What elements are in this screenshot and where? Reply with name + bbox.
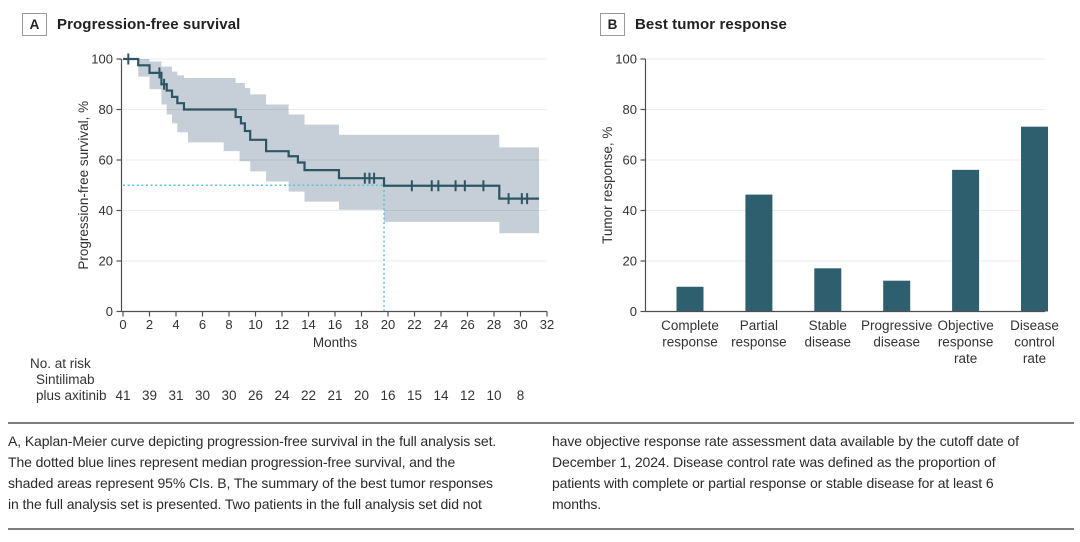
km-y-tick-label: 60 [99, 153, 113, 168]
km-x-tick-label: 14 [301, 317, 315, 332]
bar-y-tick-label: 40 [623, 203, 637, 218]
caption-top-rule [8, 422, 1074, 424]
bar-category-label: Partial response [731, 318, 787, 350]
caption-right-column: have objective response rate assessment … [552, 431, 1019, 515]
at-risk-group-line: Sintilimab [36, 372, 95, 387]
km-x-tick-label: 26 [460, 317, 474, 332]
km-y-tick-label: 100 [91, 52, 113, 67]
at-risk-value: 21 [327, 388, 342, 403]
bar-2 [745, 194, 773, 312]
caption-line: A, Kaplan-Meier curve depicting progress… [8, 433, 497, 449]
at-risk-value: 24 [274, 388, 290, 403]
caption-line: shaded areas represent 95% CIs. B, The s… [8, 475, 493, 491]
caption-bottom-rule [8, 528, 1074, 530]
bar-y-tick-label: 80 [623, 102, 637, 117]
bar-y-tick-label: 20 [623, 254, 637, 269]
km-x-tick-label: 10 [248, 317, 262, 332]
at-risk-value: 14 [433, 388, 449, 403]
caption-line: The dotted blue lines represent median p… [8, 454, 456, 470]
km-ci-band [123, 59, 540, 234]
km-x-tick-label: 8 [225, 317, 232, 332]
bar-category-label: Disease control rate [1010, 318, 1059, 366]
at-risk-value: 41 [115, 388, 130, 403]
km-x-tick-label: 16 [328, 317, 342, 332]
panel-a-title: Progression-free survival [57, 16, 241, 33]
bar-5 [952, 169, 980, 312]
bar-category-label: Progressive disease [861, 318, 932, 350]
at-risk-value: 15 [407, 388, 422, 403]
at-risk-value: 31 [168, 388, 183, 403]
bar-1 [676, 286, 704, 312]
caption-line: have objective response rate assessment … [552, 433, 1019, 449]
km-y-tick-label: 0 [106, 304, 113, 319]
at-risk-value: 20 [354, 388, 369, 403]
at-risk-value: 26 [248, 388, 263, 403]
km-x-tick-label: 4 [172, 317, 179, 332]
at-risk-value: 22 [301, 388, 316, 403]
at-risk-header: No. at risk [30, 356, 91, 371]
bar-y-tick-label: 100 [615, 52, 637, 67]
km-survival-curve [123, 57, 540, 200]
at-risk-value: 16 [380, 388, 395, 403]
km-x-tick-label: 32 [540, 317, 554, 332]
at-risk-value: 30 [221, 388, 236, 403]
panel-b-label-box: B [600, 13, 625, 36]
at-risk-value: 12 [460, 388, 475, 403]
bar-category-label: Objective response rate [937, 318, 993, 366]
bar-4 [883, 280, 911, 312]
panel-b-header: B Best tumor response [600, 13, 787, 36]
km-x-tick-label: 18 [354, 317, 368, 332]
at-risk-value: 30 [195, 388, 210, 403]
km-x-tick-label: 28 [487, 317, 501, 332]
at-risk-value: 10 [486, 388, 501, 403]
bar-6 [1021, 126, 1048, 312]
km-x-axis-label: Months [313, 335, 358, 350]
panel-b-title: Best tumor response [635, 16, 787, 33]
caption-left-column: A, Kaplan-Meier curve depicting progress… [8, 431, 496, 515]
bar-y-tick-label: 60 [623, 153, 637, 168]
bar-category-label: Complete response [661, 318, 719, 350]
at-risk-group-line: plus axitinib [36, 388, 107, 403]
bar-y-tick-label: 0 [630, 304, 637, 319]
panel-a-header: A Progression-free survival [22, 13, 240, 36]
caption-line: patients with complete or partial respon… [552, 475, 994, 491]
km-x-tick-label: 22 [407, 317, 421, 332]
caption-line: in the full analysis set is presented. T… [8, 496, 482, 512]
caption-line: December 1, 2024. Disease control rate w… [552, 454, 996, 470]
km-x-tick-label: 24 [434, 317, 448, 332]
at-risk-value: 8 [517, 388, 525, 403]
km-x-tick-label: 0 [119, 317, 126, 332]
caption-line: months. [552, 496, 602, 512]
at-risk-value: 39 [142, 388, 157, 403]
km-y-tick-label: 80 [99, 102, 113, 117]
km-x-tick-label: 6 [199, 317, 206, 332]
bar-category-label: Stable disease [805, 318, 852, 350]
bar-3 [814, 268, 842, 312]
km-x-tick-label: 20 [381, 317, 395, 332]
km-y-axis-label: Progression-free survival, % [76, 101, 91, 270]
km-x-tick-label: 2 [146, 317, 153, 332]
km-x-tick-label: 12 [275, 317, 289, 332]
panel-a-label-box: A [22, 13, 47, 36]
km-x-tick-label: 30 [513, 317, 527, 332]
bar-y-axis-label: Tumor response, % [600, 127, 615, 244]
km-y-tick-label: 20 [99, 254, 113, 269]
km-y-tick-label: 40 [99, 203, 113, 218]
